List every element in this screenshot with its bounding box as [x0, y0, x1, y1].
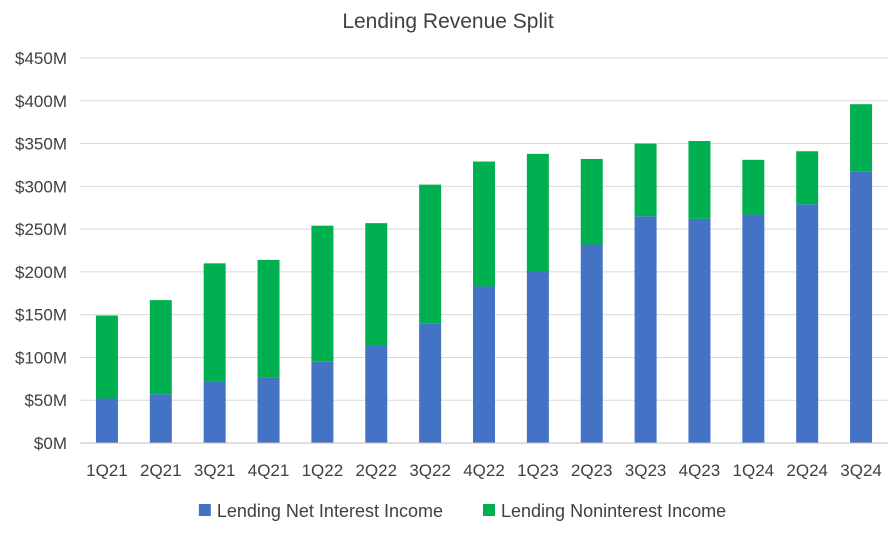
x-tick-label: 3Q24 [840, 461, 882, 480]
bar-noninterest-income [634, 143, 657, 217]
x-tick-label: 3Q21 [194, 461, 236, 480]
bar-noninterest-income [203, 263, 226, 382]
bar-noninterest-income [580, 158, 603, 245]
bar-net-interest-income [850, 171, 873, 444]
x-tick-label: 1Q21 [86, 461, 128, 480]
bar-net-interest-income [473, 286, 495, 443]
x-tick-label: 3Q22 [409, 461, 451, 480]
x-tick-label: 1Q23 [517, 461, 559, 480]
bars [95, 104, 873, 444]
bar-net-interest-income [526, 271, 549, 443]
legend: Lending Net Interest Income Lending Nonin… [198, 501, 726, 521]
bar-noninterest-income [257, 259, 280, 378]
legend-swatch [198, 504, 211, 516]
x-tick-label: 4Q21 [248, 461, 290, 480]
bar-noninterest-income [796, 151, 819, 205]
bar-net-interest-income [580, 244, 603, 443]
x-tick-label: 1Q24 [733, 461, 775, 480]
bar-net-interest-income [796, 204, 819, 443]
y-tick-label: $100M [15, 348, 67, 367]
y-tick-label: $300M [15, 177, 67, 196]
bar-noninterest-income [473, 161, 495, 287]
bar-noninterest-income [850, 104, 873, 172]
bar-net-interest-income [257, 377, 280, 443]
bar-net-interest-income [365, 345, 388, 443]
x-tick-label: 2Q24 [786, 461, 828, 480]
x-tick-label: 3Q23 [625, 461, 667, 480]
y-tick-label: $200M [15, 263, 67, 282]
y-tick-label: $450M [15, 49, 67, 68]
y-tick-label: $250M [15, 220, 67, 239]
y-tick-label: $400M [15, 92, 67, 111]
bar-net-interest-income [149, 394, 172, 443]
y-tick-label: $50M [24, 391, 67, 410]
bar-net-interest-income [95, 398, 118, 443]
bar-noninterest-income [688, 140, 711, 219]
legend-swatch [483, 504, 495, 516]
y-tick-label: $350M [15, 135, 67, 154]
bar-noninterest-income [526, 153, 549, 272]
bar-net-interest-income [688, 218, 711, 443]
legend-label: Lending Noninterest Income [501, 501, 726, 521]
legend-item: Lending Net Interest Income [198, 501, 443, 521]
legend-item: Lending Noninterest Income [483, 501, 726, 521]
y-tick-label: $150M [15, 306, 67, 325]
bar-net-interest-income [742, 214, 765, 443]
x-tick-label: 1Q22 [302, 461, 344, 480]
chart-title: Lending Revenue Split [342, 10, 553, 33]
x-tick-label: 2Q21 [140, 461, 182, 480]
bar-noninterest-income [419, 184, 442, 324]
x-tick-label: 4Q23 [679, 461, 721, 480]
bar-net-interest-income [634, 216, 657, 443]
bar-noninterest-income [311, 225, 334, 362]
bar-noninterest-income [95, 315, 118, 399]
x-tick-label: 2Q23 [571, 461, 613, 480]
legend-label: Lending Net Interest Income [217, 501, 443, 521]
axes: $0M $50M $100M $150M $200M $250M $300M $350M $40… [15, 49, 888, 480]
bar-net-interest-income [203, 381, 226, 443]
x-tick-label: 2Q22 [355, 461, 397, 480]
y-tick-label: $0M [34, 434, 67, 453]
bar-noninterest-income [365, 223, 388, 346]
bar-net-interest-income [311, 361, 334, 443]
bar-noninterest-income [149, 300, 172, 395]
bar-noninterest-income [742, 159, 765, 215]
bar-net-interest-income [419, 323, 442, 443]
x-tick-label: 4Q22 [463, 461, 505, 480]
